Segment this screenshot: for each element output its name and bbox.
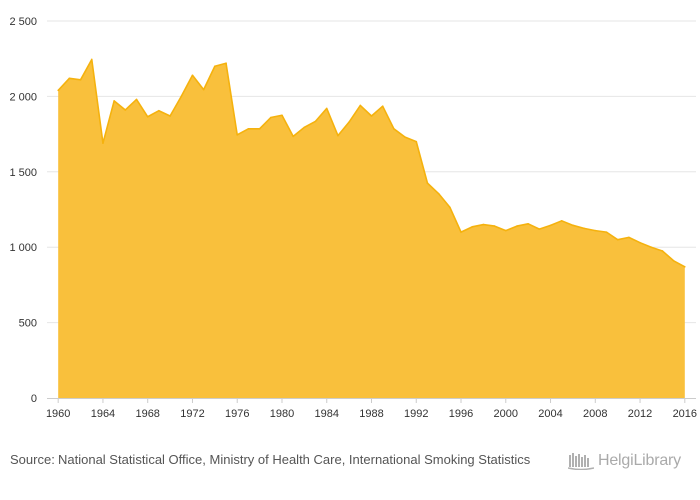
- data-point: [449, 206, 451, 209]
- data-point: [549, 224, 552, 227]
- data-point: [650, 246, 653, 248]
- x-axis-ticks: 1960 1964 1968 1972 1976 1980 1984 1988 1992 1996…: [46, 398, 697, 420]
- data-point: [471, 226, 474, 228]
- x-tick-label: 1968: [135, 408, 159, 420]
- x-tick-label: 2000: [494, 408, 518, 420]
- data-point: [482, 223, 485, 226]
- data-point: [616, 238, 619, 241]
- data-point: [661, 250, 664, 252]
- y-tick-label: 1 500: [9, 167, 37, 179]
- data-point: [493, 225, 496, 227]
- data-point: [583, 227, 585, 230]
- data-point: [292, 135, 294, 138]
- data-point: [303, 126, 306, 129]
- brand-logo[interactable]: HelgiLibrary: [568, 451, 681, 471]
- series-area: [58, 59, 685, 398]
- x-tick-label: 1984: [314, 408, 338, 420]
- data-point: [79, 79, 82, 81]
- data-point: [527, 223, 529, 225]
- x-tick-label: 1996: [449, 408, 473, 420]
- data-point: [191, 74, 194, 77]
- data-point: [102, 142, 104, 144]
- data-point: [404, 136, 406, 138]
- data-point: [258, 128, 261, 130]
- data-point: [169, 115, 171, 117]
- data-point: [90, 58, 93, 61]
- data-point: [135, 98, 138, 101]
- data-point: [247, 128, 250, 130]
- source-text: National Statistical Office, Ministry of…: [58, 452, 531, 467]
- y-tick-label: 1 000: [9, 242, 37, 254]
- library-icon: [568, 453, 594, 470]
- x-tick-label: 2008: [583, 408, 607, 420]
- data-point: [236, 134, 239, 136]
- data-point: [158, 109, 160, 112]
- data-point: [594, 229, 597, 232]
- data-point: [504, 229, 507, 232]
- data-point: [538, 228, 541, 230]
- y-tick-label: 500: [19, 318, 37, 330]
- y-tick-label: 2 000: [9, 91, 37, 103]
- data-point: [381, 105, 384, 108]
- data-point: [348, 121, 350, 123]
- y-tick-label: 2 500: [9, 16, 37, 28]
- data-point: [113, 100, 115, 102]
- x-tick-label: 1988: [359, 408, 383, 420]
- data-point: [516, 225, 518, 227]
- data-point: [672, 259, 675, 262]
- source-label: Source:: [10, 452, 55, 467]
- y-tick-label: 0: [31, 393, 37, 405]
- data-point: [337, 134, 339, 137]
- data-point: [437, 192, 440, 195]
- data-point: [57, 89, 59, 92]
- data-point: [639, 241, 641, 244]
- data-point: [180, 95, 183, 98]
- data-point: [572, 224, 574, 227]
- data-point: [225, 62, 227, 65]
- data-point: [214, 65, 216, 68]
- data-point: [370, 115, 373, 117]
- x-tick-label: 1992: [404, 408, 428, 420]
- x-tick-label: 1980: [270, 408, 294, 420]
- data-point: [359, 104, 362, 107]
- data-point: [684, 266, 686, 268]
- source-note: Source: National Statistical Office, Min…: [10, 451, 555, 468]
- area-chart: 2 500 2 000 1 500 1 000 500 0 1960 1964 1968 197…: [9, 16, 697, 420]
- data-point: [281, 114, 283, 117]
- data-point: [426, 182, 429, 184]
- x-tick-label: 2004: [538, 408, 562, 420]
- data-point: [314, 120, 317, 123]
- data-point: [68, 77, 71, 80]
- y-axis-ticks: 2 500 2 000 1 500 1 000 500 0: [9, 16, 37, 405]
- data-point: [460, 231, 462, 233]
- x-tick-label: 1960: [46, 408, 70, 420]
- data-point: [393, 128, 395, 130]
- data-point: [325, 107, 328, 110]
- x-tick-label: 2016: [673, 408, 697, 420]
- data-point: [605, 231, 608, 233]
- x-tick-label: 2012: [628, 408, 652, 420]
- brand-name: HelgiLibrary: [598, 452, 681, 469]
- x-tick-label: 1964: [91, 408, 115, 420]
- data-point: [146, 115, 149, 118]
- data-point: [202, 88, 205, 91]
- area-layer: [57, 58, 686, 398]
- data-point: [124, 109, 127, 111]
- data-point: [628, 236, 630, 239]
- data-point: [560, 220, 563, 222]
- data-point: [415, 140, 418, 143]
- x-tick-label: 1972: [180, 408, 204, 420]
- data-point: [269, 116, 272, 119]
- x-tick-label: 1976: [225, 408, 249, 420]
